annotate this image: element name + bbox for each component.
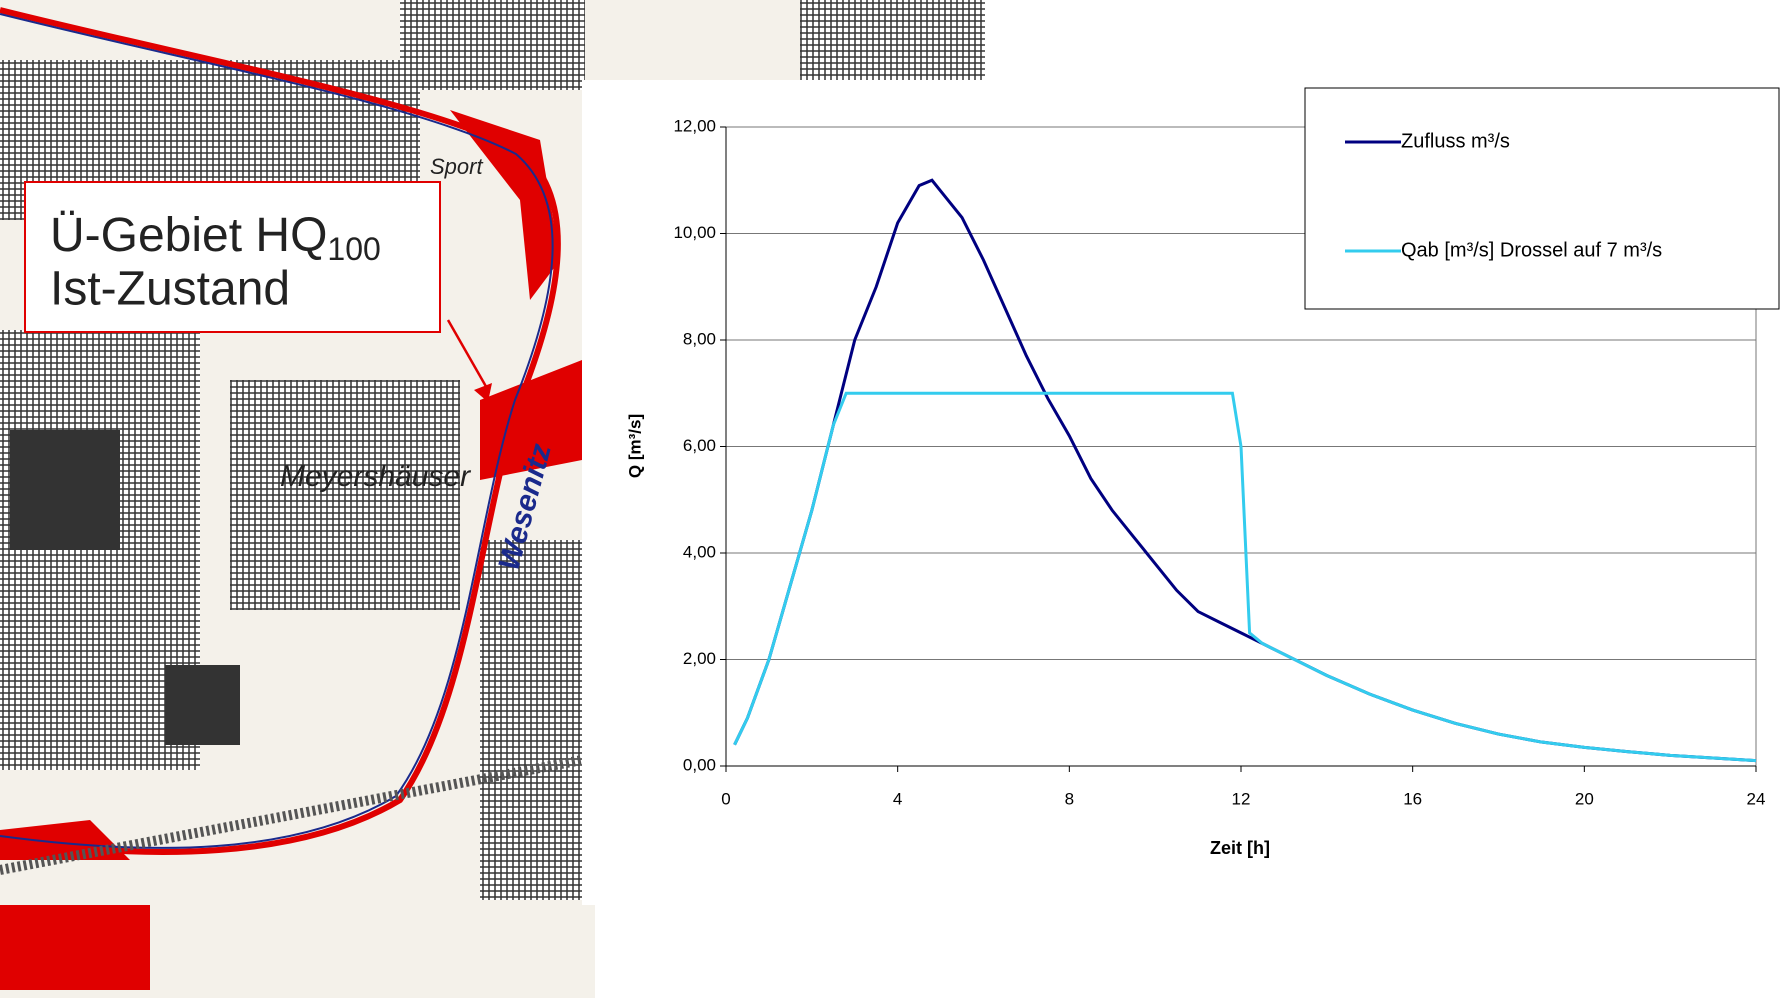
map-building — [165, 665, 240, 745]
map-building — [10, 430, 120, 550]
x-tick-label: 16 — [1403, 789, 1422, 808]
y-tick-label: 12,00 — [673, 116, 716, 135]
map-buildings — [230, 380, 460, 610]
y-tick-label: 2,00 — [683, 649, 716, 668]
y-tick-label: 10,00 — [673, 223, 716, 242]
legend-label: Zufluss m³/s — [1401, 130, 1510, 152]
legend-label: Qab [m³/s] Drossel auf 7 m³/s — [1401, 239, 1662, 261]
x-tick-label: 8 — [1065, 789, 1074, 808]
x-axis-title: Zeit [h] — [1210, 838, 1270, 858]
y-tick-label: 6,00 — [683, 436, 716, 455]
page: Meyershäuser Wesenitz Sport Ü-Gebiet HQ1… — [0, 0, 1780, 998]
map-buildings — [800, 0, 985, 80]
x-tick-label: 4 — [893, 789, 902, 808]
y-tick-label: 0,00 — [683, 755, 716, 774]
x-tick-label: 20 — [1575, 789, 1594, 808]
x-tick-label: 12 — [1232, 789, 1251, 808]
x-tick-label: 24 — [1747, 789, 1766, 808]
legend-box — [1305, 88, 1779, 309]
y-axis-title: Q [m³/s] — [625, 414, 644, 478]
y-tick-label: 8,00 — [683, 329, 716, 348]
map-buildings — [400, 0, 585, 90]
y-tick-label: 4,00 — [683, 542, 716, 561]
flood-area — [0, 905, 150, 990]
map-label: Sport — [430, 154, 483, 179]
map-buildings — [480, 540, 582, 900]
x-tick-label: 0 — [721, 789, 730, 808]
callout-text: Ist-Zustand — [50, 263, 290, 316]
map-label: Meyershäuser — [280, 460, 471, 493]
chart: Q [m³/s] Zeit [h] 0,00 2,00 4,00 6,00 8,00 10… — [582, 80, 1780, 998]
